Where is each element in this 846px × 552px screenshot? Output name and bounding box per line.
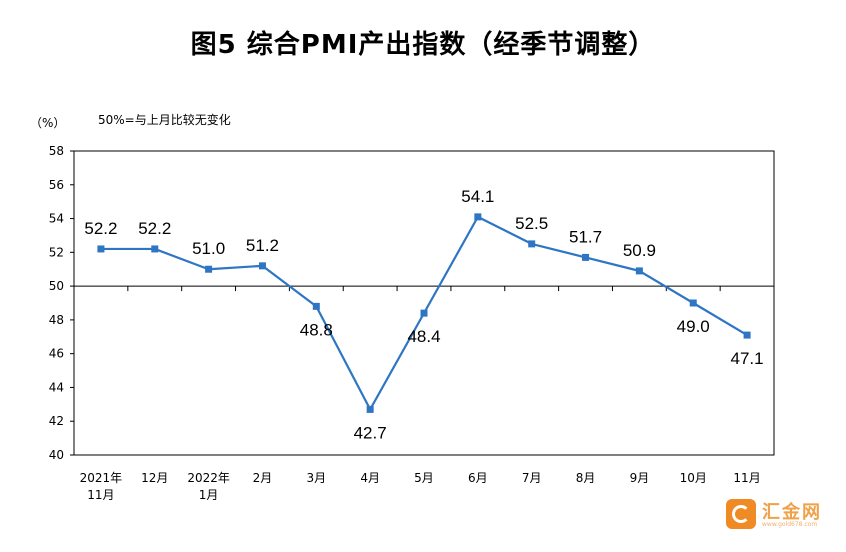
data-label: 49.0 (677, 317, 710, 336)
x-tick-label: 2022年 (187, 471, 230, 485)
data-point (528, 240, 536, 248)
data-label: 52.5 (515, 214, 548, 233)
watermark: 汇金网 www.gold678.com (726, 498, 836, 532)
chart-title: 图5 综合PMI产出指数（经季节调整） (190, 30, 656, 60)
x-tick-label: 3月 (306, 471, 326, 485)
x-tick-label: 7月 (522, 471, 542, 485)
data-label: 54.1 (461, 187, 494, 206)
watermark-name: 汇金网 (762, 502, 822, 523)
x-tick-label: 12月 (141, 471, 168, 485)
x-tick-label: 6月 (468, 471, 488, 485)
y-tick-label: 48 (49, 313, 64, 327)
x-tick-label: 9月 (630, 471, 650, 485)
y-tick-label: 58 (49, 144, 64, 158)
y-tick-label: 52 (49, 245, 64, 259)
y-tick-label: 40 (49, 448, 64, 462)
data-point (582, 253, 590, 261)
data-label: 51.2 (246, 236, 279, 255)
data-label: 42.7 (354, 423, 387, 442)
x-tick-label: 1月 (199, 488, 219, 502)
x-tick-label: 8月 (576, 471, 596, 485)
x-tick-label: 4月 (360, 471, 380, 485)
y-tick-label: 46 (49, 347, 64, 361)
data-label: 51.0 (192, 239, 225, 258)
data-point (474, 213, 482, 221)
x-tick-label: 2021年 (80, 471, 123, 485)
x-tick-label: 10月 (680, 471, 707, 485)
watermark-url: www.gold678.com (762, 521, 818, 528)
y-tick-label: 42 (49, 414, 64, 428)
y-tick-label: 50 (49, 279, 64, 293)
data-point (743, 331, 751, 339)
data-label: 50.9 (623, 241, 656, 260)
chart-axes: （%） 50%=与上月比较无变化 40 42 44 46 48 50 52 54 56 58 2021年… (30, 112, 775, 502)
data-label-group: 52.2 52.2 51.0 51.2 48.8 42.7 48.4 54.1 52.5 51.7… (84, 187, 763, 443)
data-label: 52.2 (138, 219, 171, 238)
data-point (312, 302, 320, 310)
data-label: 48.8 (300, 320, 333, 339)
watermark-logo-icon (726, 499, 756, 529)
data-point (97, 245, 105, 253)
data-point (205, 265, 213, 273)
data-label: 52.2 (84, 219, 117, 238)
y-tick-label: 56 (49, 178, 64, 192)
x-tick-label: 2月 (253, 471, 273, 485)
x-tick-label: 11月 (733, 471, 760, 485)
x-tick-label: 11月 (87, 488, 114, 502)
annotation: 50%=与上月比较无变化 (98, 112, 231, 127)
data-point (258, 262, 266, 270)
data-point (635, 267, 643, 275)
series-line-group (97, 213, 751, 413)
data-label: 47.1 (731, 349, 764, 368)
data-point (689, 299, 697, 307)
y-unit-label: （%） (30, 116, 65, 130)
data-point (420, 309, 428, 317)
y-tick-label: 44 (49, 380, 64, 394)
data-label: 51.7 (569, 227, 602, 246)
y-tick-label: 54 (49, 212, 64, 226)
data-point (151, 245, 159, 253)
data-point (366, 405, 374, 413)
x-tick-label: 5月 (414, 471, 434, 485)
data-label: 48.4 (407, 327, 440, 346)
plot-frame (73, 150, 775, 456)
